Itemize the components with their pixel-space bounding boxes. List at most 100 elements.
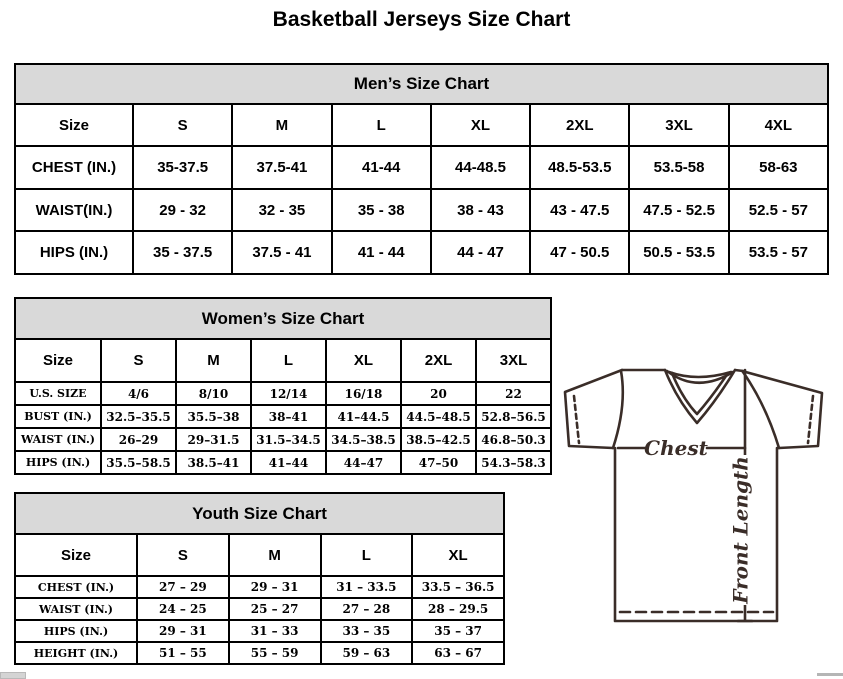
- size-cell: 43 - 47.5: [529, 188, 631, 232]
- mens-size-table: Men’s Size Chart Size S M L XL 2XL 3XL 4…: [14, 63, 830, 275]
- size-cell: 47.5 - 52.5: [628, 188, 730, 232]
- size-cell: 34.5–38.5: [325, 427, 402, 452]
- youth-chart-title: Youth Size Chart: [14, 492, 505, 535]
- scrollbar-left-button[interactable]: [0, 672, 26, 679]
- column-header: XL: [429, 103, 532, 147]
- column-header: M: [175, 338, 252, 383]
- size-cell: 37.5-41: [231, 145, 333, 190]
- size-cell: 16/18: [325, 381, 402, 406]
- mens-chart-title: Men’s Size Chart: [14, 63, 829, 105]
- column-header: XL: [411, 533, 505, 577]
- size-cell: 28 – 29.5: [411, 597, 505, 621]
- size-cell: 48.5-53.5: [529, 145, 631, 190]
- size-cell: 22: [475, 381, 552, 406]
- size-cell: 32 - 35: [231, 188, 333, 232]
- size-cell: 29 – 31: [136, 619, 230, 643]
- row-label: HIPS (IN.): [14, 230, 134, 275]
- column-header: L: [250, 338, 327, 383]
- jersey-left-seam: [611, 369, 625, 450]
- size-cell: 4/6: [100, 381, 177, 406]
- table-banner-row: Women’s Size Chart: [14, 297, 552, 340]
- jersey-measurement-diagram: Chest Front Length: [555, 360, 829, 628]
- size-cell: 26–29: [100, 427, 177, 452]
- column-header: L: [330, 103, 432, 147]
- size-cell: 51 – 55: [136, 641, 230, 665]
- size-cell: 33 – 35: [319, 619, 414, 643]
- size-cell: 35 – 37: [411, 619, 505, 643]
- womens-chart-title: Women’s Size Chart: [14, 297, 552, 340]
- column-header: L: [319, 533, 414, 577]
- jersey-right-cuff-dashes: [806, 394, 815, 445]
- size-cell: 33.5 – 36.5: [411, 575, 505, 599]
- jersey-diagram-icon: Chest Front Length: [563, 368, 824, 623]
- scrollbar-right-button[interactable]: [817, 673, 843, 676]
- jersey-collar-outer: [663, 368, 737, 425]
- table-banner-row: Youth Size Chart: [14, 492, 505, 535]
- size-cell: 35 - 37.5: [131, 230, 234, 275]
- size-cell: 44-48.5: [429, 145, 532, 190]
- size-cell: 44 - 47: [429, 230, 532, 275]
- row-label: CHEST (IN.): [14, 575, 138, 599]
- front-length-label-mask: [730, 455, 754, 605]
- row-label: HIPS (IN.): [14, 450, 102, 475]
- size-cell: 12/14: [250, 381, 327, 406]
- size-cell: 44.5–48.5: [400, 404, 477, 429]
- jersey-collar-inner: [670, 371, 730, 416]
- size-cell: 20: [400, 381, 477, 406]
- size-cell: 46.8–50.3: [475, 427, 552, 452]
- column-header: S: [131, 103, 234, 147]
- jersey-right-seam: [741, 370, 781, 450]
- table-row: CHEST (IN.) 27 – 29 29 – 31 31 – 33.5 33…: [14, 575, 505, 599]
- size-cell: 47 - 50.5: [529, 230, 631, 275]
- size-cell: 29–31.5: [175, 427, 252, 452]
- jersey-collar-band-top: [667, 370, 733, 379]
- row-label: BUST (IN.): [14, 404, 102, 429]
- womens-size-table: Women’s Size Chart Size S M L XL 2XL 3XL…: [14, 297, 552, 475]
- table-header-row: Size S M L XL 2XL 3XL: [14, 338, 552, 383]
- size-cell: 54.3–58.3: [475, 450, 552, 475]
- column-header: Size: [14, 533, 138, 577]
- table-row: CHEST (IN.) 35-37.5 37.5-41 41-44 44-48.…: [14, 145, 830, 190]
- size-cell: 41 - 44: [330, 230, 432, 275]
- column-header: Size: [14, 103, 134, 147]
- size-cell: 35.5–58.5: [100, 450, 177, 475]
- table-row: WAIST(IN.) 29 - 32 32 - 35 35 - 38 38 - …: [14, 188, 830, 232]
- size-cell: 29 - 32: [131, 188, 234, 232]
- size-cell: 41-44: [330, 145, 432, 190]
- page-title: Basketball Jerseys Size Chart: [272, 8, 571, 31]
- table-row: U.S. SIZE 4/6 8/10 12/14 16/18 20 22: [14, 381, 552, 406]
- table-header-row: Size S M L XL 2XL 3XL 4XL: [14, 103, 830, 147]
- jersey-right-sleeve: [740, 369, 824, 450]
- row-label: WAIST(IN.): [14, 188, 134, 232]
- table-row: BUST (IN.) 32.5–35.5 35.5–38 38–41 41–44…: [14, 404, 552, 429]
- table-row: HIPS (IN.) 35 - 37.5 37.5 - 41 41 - 44 4…: [14, 230, 830, 275]
- jersey-collar-band: [665, 369, 735, 384]
- jersey-right-shoulder: [733, 368, 745, 373]
- size-cell: 24 – 25: [136, 597, 230, 621]
- size-cell: 32.5–35.5: [100, 404, 177, 429]
- size-cell: 27 – 29: [136, 575, 230, 599]
- size-cell: 25 – 27: [227, 597, 322, 621]
- size-cell: 50.5 - 53.5: [628, 230, 730, 275]
- jersey-body: [613, 446, 779, 623]
- row-label: WAIST (IN.): [14, 427, 102, 452]
- table-row: HIPS (IN.) 29 – 31 31 – 33 33 – 35 35 – …: [14, 619, 505, 643]
- column-header: 2XL: [529, 103, 631, 147]
- table-row: HEIGHT (IN.) 51 – 55 55 – 59 59 – 63 63 …: [14, 641, 505, 665]
- size-cell: 35.5–38: [175, 404, 252, 429]
- size-cell: 47–50: [400, 450, 477, 475]
- front-length-label: Front Length: [729, 456, 753, 605]
- column-header: S: [136, 533, 230, 577]
- column-header: 2XL: [400, 338, 477, 383]
- row-label: HEIGHT (IN.): [14, 641, 138, 665]
- size-cell: 37.5 - 41: [231, 230, 333, 275]
- table-row: WAIST (IN.) 26–29 29–31.5 31.5–34.5 34.5…: [14, 427, 552, 452]
- size-cell: 31 – 33.5: [319, 575, 414, 599]
- size-cell: 41–44.5: [325, 404, 402, 429]
- table-row: HIPS (IN.) 35.5–58.5 38.5–41 41–44 44–47…: [14, 450, 552, 475]
- size-cell: 27 – 28: [319, 597, 414, 621]
- size-cell: 38.5–41: [175, 450, 252, 475]
- size-cell: 53.5-58: [628, 145, 730, 190]
- size-cell: 41–44: [250, 450, 327, 475]
- size-cell: 35 - 38: [330, 188, 432, 232]
